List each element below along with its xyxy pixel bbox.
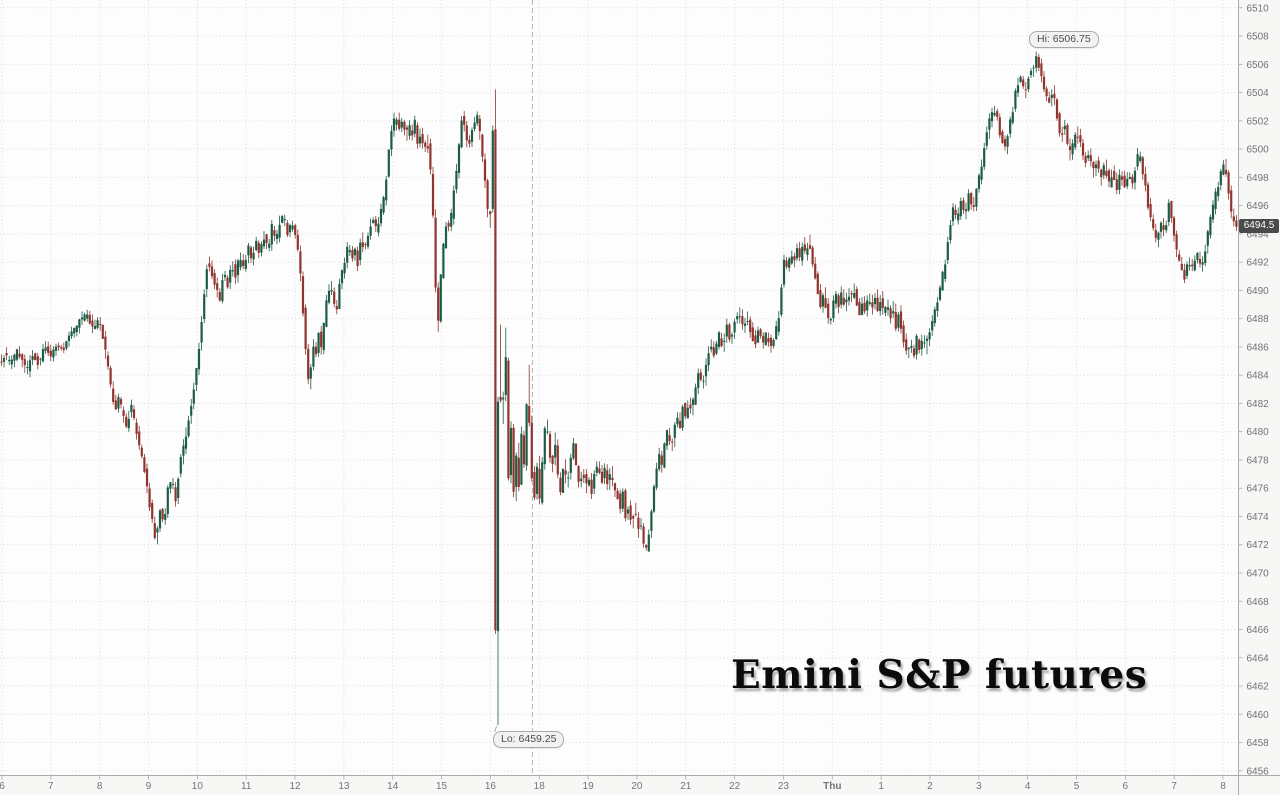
- svg-text:6460: 6460: [1247, 710, 1270, 721]
- svg-text:4: 4: [1025, 781, 1031, 792]
- svg-text:20: 20: [631, 781, 643, 792]
- svg-text:6: 6: [1123, 781, 1129, 792]
- svg-text:6508: 6508: [1247, 32, 1270, 43]
- price-axis[interactable]: 6456 6458 6460 6462 6464 6466 6468 6470 6472 6474…: [1238, 3, 1270, 777]
- chart-title: Emini S&P futures: [731, 652, 1148, 698]
- last-price-badge: 6494.5: [1239, 219, 1279, 233]
- svg-text:9: 9: [146, 781, 152, 792]
- svg-text:15: 15: [436, 781, 448, 792]
- svg-text:14: 14: [387, 781, 399, 792]
- svg-text:18: 18: [534, 781, 546, 792]
- svg-text:8: 8: [1220, 781, 1226, 792]
- time-axis-background: [0, 775, 1239, 795]
- svg-text:7: 7: [48, 781, 54, 792]
- grid-lines: [0, 0, 1239, 776]
- svg-text:13: 13: [338, 781, 350, 792]
- svg-text:12: 12: [289, 781, 301, 792]
- svg-text:Thu: Thu: [823, 781, 841, 792]
- svg-text:2: 2: [927, 781, 933, 792]
- svg-text:6510: 6510: [1247, 3, 1270, 14]
- svg-text:6494: 6494: [1247, 229, 1270, 240]
- svg-text:6498: 6498: [1247, 173, 1270, 184]
- svg-text:7: 7: [1171, 781, 1177, 792]
- svg-text:16: 16: [485, 781, 497, 792]
- svg-text:6504: 6504: [1247, 88, 1270, 99]
- svg-text:8: 8: [97, 781, 103, 792]
- svg-text:6470: 6470: [1247, 569, 1270, 580]
- svg-text:19: 19: [583, 781, 595, 792]
- svg-text:6488: 6488: [1247, 314, 1270, 325]
- svg-text:6482: 6482: [1247, 399, 1270, 410]
- annotation-connectors: [495, 726, 498, 733]
- svg-text:6490: 6490: [1247, 286, 1270, 297]
- svg-text:1: 1: [878, 781, 884, 792]
- time-axis[interactable]: 6 7 8 9 10 11 12 13 14 15 16 18 19 20 21 22 23 Thu 1 2 3 4 5 6 7…: [0, 775, 1226, 793]
- svg-text:6500: 6500: [1247, 145, 1270, 156]
- svg-text:22: 22: [729, 781, 741, 792]
- svg-text:3: 3: [976, 781, 982, 792]
- candles: [0, 51, 1238, 725]
- svg-text:6458: 6458: [1247, 738, 1270, 749]
- price-axis-background: [1238, 0, 1280, 795]
- svg-text:6496: 6496: [1247, 201, 1270, 212]
- svg-text:6456: 6456: [1247, 766, 1270, 777]
- svg-text:21: 21: [680, 781, 692, 792]
- low-annotation-badge: Lo: 6459.25: [493, 731, 565, 748]
- svg-text:5: 5: [1074, 781, 1080, 792]
- svg-text:6464: 6464: [1247, 653, 1270, 664]
- svg-text:11: 11: [241, 781, 252, 792]
- svg-text:6468: 6468: [1247, 597, 1270, 608]
- svg-text:6472: 6472: [1247, 540, 1270, 551]
- svg-text:6466: 6466: [1247, 625, 1270, 636]
- svg-text:6506: 6506: [1247, 60, 1270, 71]
- high-annotation-badge: Hi: 6506.75: [1029, 31, 1099, 48]
- svg-text:6474: 6474: [1247, 512, 1270, 523]
- svg-text:6478: 6478: [1247, 455, 1270, 466]
- svg-text:6480: 6480: [1247, 427, 1270, 438]
- svg-text:6: 6: [0, 781, 5, 792]
- svg-text:10: 10: [192, 781, 204, 792]
- svg-text:6502: 6502: [1247, 116, 1270, 127]
- svg-text:23: 23: [778, 781, 790, 792]
- svg-text:6462: 6462: [1247, 682, 1270, 693]
- svg-text:6492: 6492: [1247, 258, 1270, 269]
- svg-text:6486: 6486: [1247, 342, 1270, 353]
- svg-text:6476: 6476: [1247, 484, 1270, 495]
- svg-text:6484: 6484: [1247, 371, 1270, 382]
